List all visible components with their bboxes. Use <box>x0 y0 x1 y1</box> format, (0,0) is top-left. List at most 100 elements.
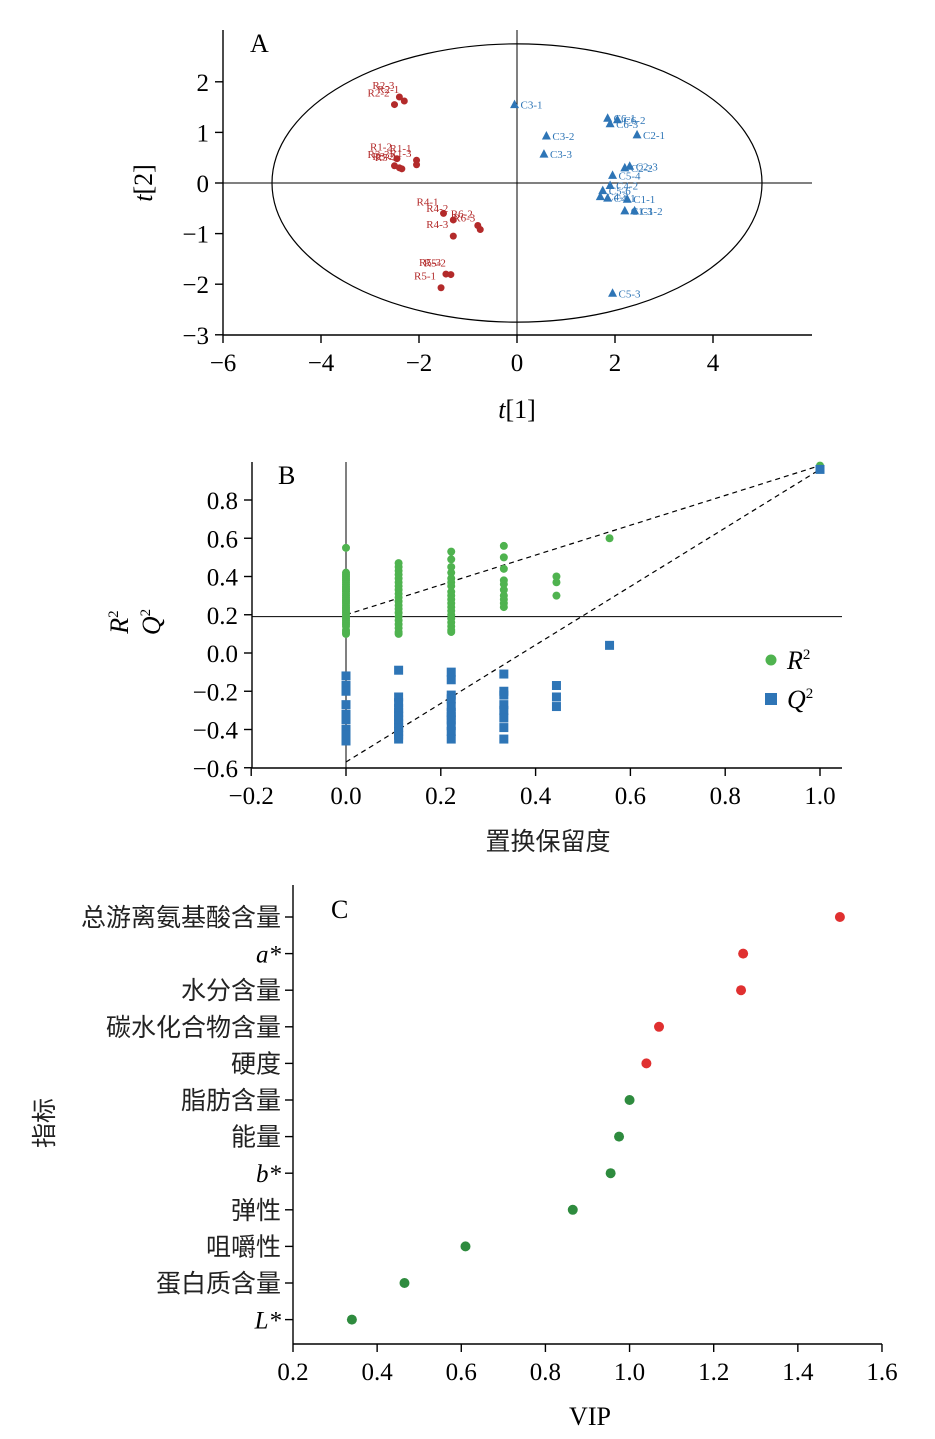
a-point-R2-1 <box>400 97 408 105</box>
b-r2-point <box>552 591 561 600</box>
a-point-label: C2-1 <box>643 130 665 142</box>
b-panel-label: B <box>278 461 295 490</box>
c-x-tick-label: 0.4 <box>362 1359 394 1386</box>
c-vip-point <box>614 1131 625 1142</box>
a-x-tick-label: 0 <box>511 350 524 377</box>
a-point-R5-2 <box>447 271 455 279</box>
a-point-label: C5-6 <box>609 186 632 198</box>
b-legend-marker-q2 <box>765 693 777 705</box>
b-y-label-q2: Q2 <box>137 609 166 635</box>
b-x-tick-label: 0.4 <box>520 783 552 810</box>
c-vip-point <box>738 948 749 959</box>
b-r2-point <box>342 543 350 552</box>
c-vip-point <box>567 1204 578 1215</box>
a-point-label: R3-1 <box>375 152 397 164</box>
a-point-label: C5-4 <box>619 170 642 182</box>
a-point-C2-3 <box>625 161 635 170</box>
a-point-label: C3-1 <box>521 100 543 112</box>
c-x-tick-label: 1.4 <box>782 1359 814 1386</box>
a-y-tick-label: 2 <box>197 70 210 97</box>
a-point-C1-1 <box>622 194 632 203</box>
a-point-R2-3 <box>395 93 403 101</box>
b-q2-point <box>341 736 351 746</box>
a-point-label: R6-3 <box>453 213 476 225</box>
c-y-tick-label: 脂肪含量 <box>181 1086 281 1115</box>
a-x-tick-label: −4 <box>308 350 335 377</box>
a-point-label: R5-1 <box>414 271 436 283</box>
b-r2-regression-line <box>345 465 821 616</box>
a-point-label: R1-2 <box>370 142 392 154</box>
a-point-label: C1-3 <box>631 206 654 218</box>
b-x-tick-label: 0.6 <box>615 783 646 810</box>
c-y-tick-label: 硬度 <box>231 1049 281 1078</box>
a-point-label: R1-3 <box>390 148 413 160</box>
b-q2-point <box>446 702 456 712</box>
b-r2-point <box>552 572 561 581</box>
b-q2-point <box>499 734 509 744</box>
a-point-label: C4-2 <box>616 181 638 193</box>
a-confidence-ellipse <box>271 43 763 323</box>
b-q2-point <box>394 698 404 708</box>
a-point-R4-2 <box>449 216 457 224</box>
b-q2-point <box>446 715 456 725</box>
c-vip-point <box>736 985 747 996</box>
b-q2-point <box>446 675 456 685</box>
b-q2-point <box>446 726 456 736</box>
a-point-label: R4-2 <box>426 203 448 215</box>
b-r2-point <box>394 629 403 638</box>
a-point-R1-2 <box>393 155 401 163</box>
a-point-label: C4-3 <box>606 192 629 204</box>
a-point-C5-3 <box>608 288 618 297</box>
c-y-tick-label: 水分含量 <box>181 976 281 1005</box>
b-r2-point <box>499 553 508 562</box>
a-x-tick-label: 2 <box>609 350 622 377</box>
a-point-label: R2-2 <box>368 88 390 100</box>
b-q2-point <box>499 700 509 710</box>
b-legend-label: R2 <box>786 646 810 675</box>
a-point-label: R4-1 <box>417 196 439 208</box>
b-r2-point <box>499 585 508 594</box>
c-y-tick-label: L* <box>254 1308 282 1335</box>
a-point-C6-3 <box>605 118 615 128</box>
a-point-C3-1 <box>510 99 520 109</box>
a-point-R5-1 <box>437 284 445 292</box>
a-point-label: C2-2 <box>631 163 653 175</box>
a-point-C1-3 <box>620 205 630 215</box>
a-y-tick-label: −3 <box>182 323 209 350</box>
b-q2-point <box>394 692 404 702</box>
b-r2-point <box>499 603 508 612</box>
a-x-tick-label: −6 <box>210 350 237 377</box>
b-r2-point <box>499 541 508 550</box>
b-y-tick-label: 0.0 <box>207 641 238 668</box>
b-r2-point <box>342 629 350 638</box>
a-point-R3-1 <box>398 165 406 173</box>
c-vip-point <box>641 1058 652 1069</box>
b-q2-point <box>341 715 351 725</box>
a-point-label: R2-1 <box>377 84 399 96</box>
b-q2-point <box>815 464 825 474</box>
a-point-label: R3-2 <box>372 151 394 163</box>
b-x-axis-label: 置换保留度 <box>485 827 610 856</box>
c-panel-label: C <box>331 895 348 924</box>
a-point-C4-2 <box>605 180 615 190</box>
a-panel-label: A <box>250 29 269 58</box>
b-q2-point <box>499 713 509 723</box>
c-x-tick-label: 1.6 <box>866 1359 897 1386</box>
a-point-label: C2-3 <box>636 161 659 173</box>
b-r2-point <box>499 564 508 573</box>
a-point-R1-3 <box>413 161 421 169</box>
b-y-tick-label: 0.8 <box>207 488 238 515</box>
a-point-label: R4-3 <box>426 219 449 231</box>
b-y-label-r2: R2 <box>105 610 134 634</box>
c-x-tick-label: 0.6 <box>446 1359 477 1386</box>
b-y-tick-label: 0.4 <box>207 565 239 592</box>
b-q2-point <box>446 734 456 744</box>
a-point-C4-1 <box>603 193 613 202</box>
c-y-tick-label: 碳水化合物含量 <box>106 1013 281 1042</box>
b-q2-point <box>341 709 351 719</box>
c-y-axis-label: 指标 <box>30 1098 59 1148</box>
b-q2-point <box>394 665 404 675</box>
b-x-tick-label: 0.8 <box>710 783 741 810</box>
